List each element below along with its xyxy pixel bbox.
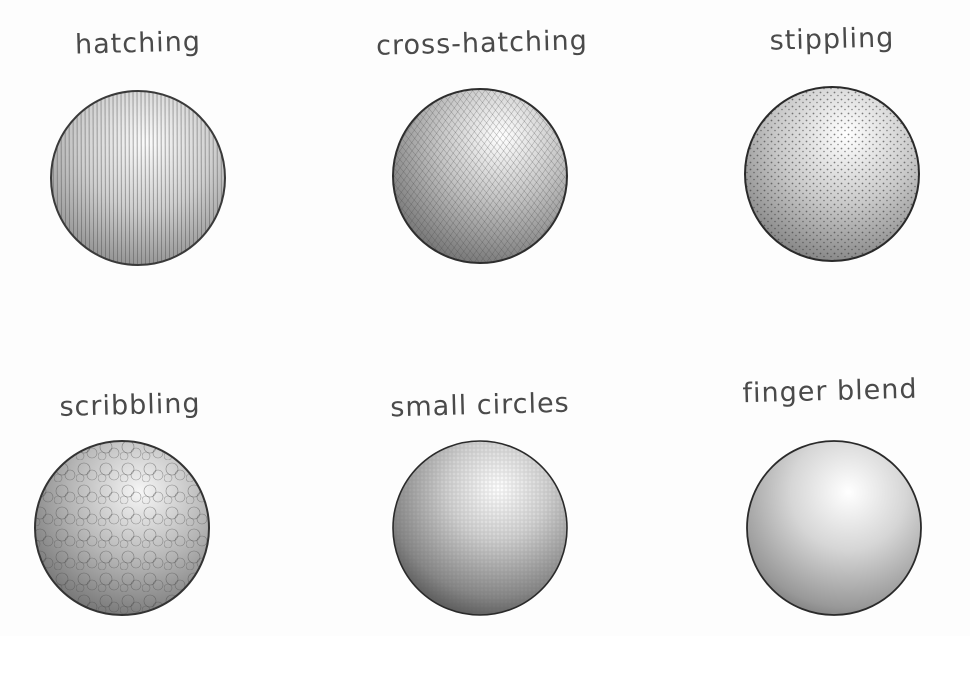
sample-hatching: hatching — [18, 18, 258, 318]
drawing-sheet: hatching — [18, 14, 952, 616]
small-circles-sphere — [390, 438, 570, 618]
sample-label: scribbling — [59, 388, 201, 423]
sample-label: small circles — [389, 387, 571, 424]
sample-label: stippling — [769, 22, 895, 57]
sample-stippling: stippling — [712, 14, 952, 314]
cross-hatching-sphere — [390, 86, 570, 266]
sample-cross-hatching: cross-hatching — [362, 18, 602, 318]
stippling-sphere — [742, 84, 922, 264]
scribbling-sphere — [32, 438, 212, 618]
sample-label: finger blend — [742, 373, 918, 410]
sample-label: hatching — [74, 26, 202, 61]
sample-label: cross-hatching — [375, 25, 589, 62]
finger-blend-sphere — [744, 438, 924, 618]
sample-small-circles: small circles — [360, 384, 600, 684]
hatching-sphere — [48, 88, 228, 268]
sample-scribbling: scribbling — [10, 384, 250, 684]
sample-finger-blend: finger blend — [710, 368, 950, 668]
